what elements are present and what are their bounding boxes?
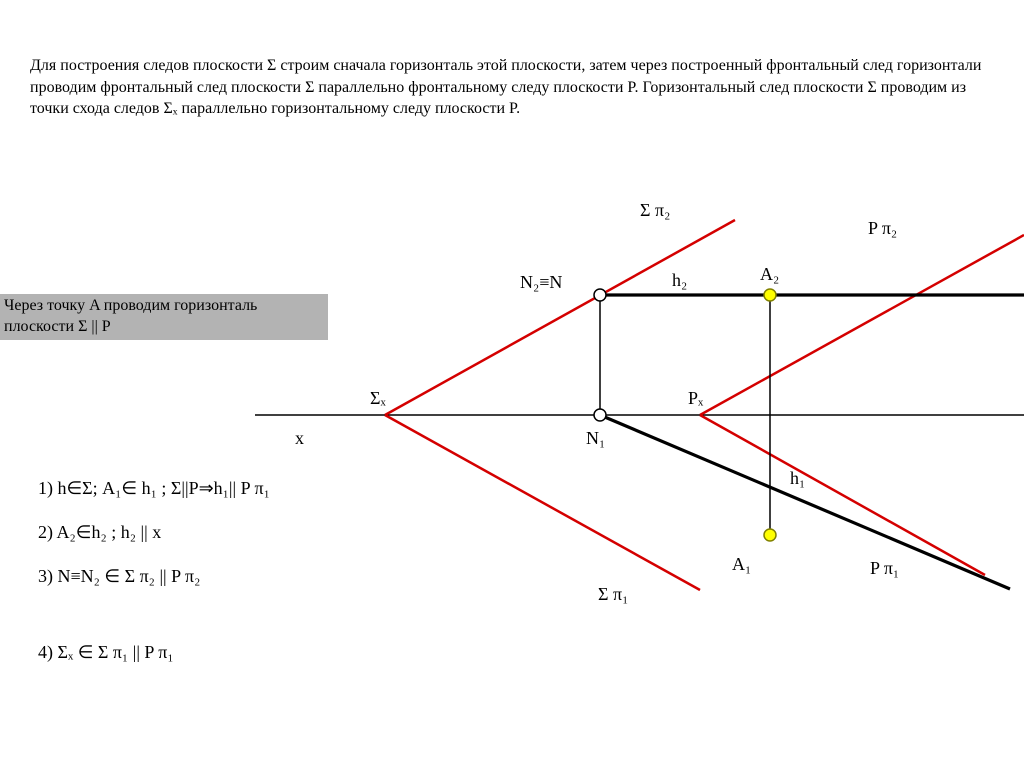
label-a2: A₂: [760, 264, 779, 285]
label-p-pi1: P π₁: [870, 558, 899, 579]
label-h2: h₂: [672, 270, 687, 291]
label-n1: N₁: [586, 428, 605, 449]
label-px: Pₓ: [688, 388, 703, 409]
p-pi2-line: [700, 235, 1024, 415]
label-a1: A₁: [732, 554, 751, 575]
label-sigma-pi1: Σ π₁: [598, 584, 628, 605]
h1-line: [600, 415, 1010, 589]
label-h1: h₁: [790, 468, 805, 489]
label-x: x: [295, 428, 304, 449]
point-n1: [594, 409, 606, 421]
label-n2eqn: N₂≡N: [520, 272, 562, 293]
label-sigma-pi2: Σ π₂: [640, 200, 670, 221]
point-a1: [764, 529, 776, 541]
point-n2: [594, 289, 606, 301]
label-p-pi2: P π₂: [868, 218, 897, 239]
label-sigma-x: Σₓ: [370, 388, 386, 409]
point-a2: [764, 289, 776, 301]
p-pi1-line: [700, 415, 985, 575]
sigma-pi2-line: [385, 220, 735, 415]
diagram-svg: [0, 0, 1024, 768]
sigma-pi1-line: [385, 415, 700, 590]
